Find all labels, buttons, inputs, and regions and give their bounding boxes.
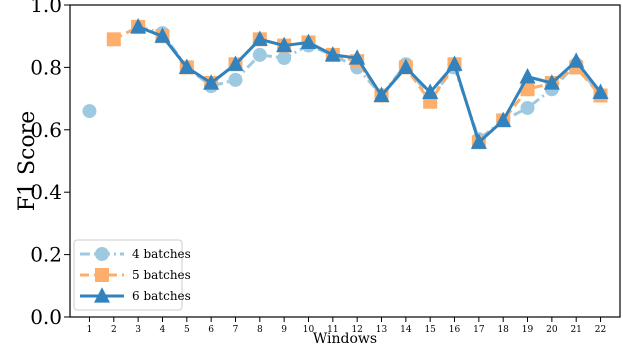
legend: 4 batches 5 batches 6 batches — [73, 239, 191, 311]
x-tick-label: 21 — [570, 325, 581, 335]
data-point — [277, 51, 292, 66]
data-point — [178, 58, 195, 74]
y-tick-label: 0.4 — [30, 180, 62, 204]
data-point — [300, 33, 317, 50]
x-tick-label: 9 — [281, 325, 287, 335]
y-tick-label: 1.0 — [30, 0, 62, 17]
legend-marker — [95, 268, 109, 282]
data-point — [324, 46, 341, 62]
legend-label: 6 batches — [132, 289, 191, 303]
x-axis-label: Windows — [313, 331, 377, 347]
data-point — [470, 133, 487, 149]
data-point — [228, 72, 243, 87]
data-point — [276, 36, 293, 53]
x-tick-label: 10 — [303, 325, 315, 335]
x-tick-label: 18 — [497, 325, 509, 335]
y-axis-label: F1 Score — [15, 111, 40, 211]
x-tick-label: 2 — [111, 325, 117, 335]
y-tick-label: 0.0 — [30, 305, 62, 329]
x-tick-label: 5 — [184, 325, 190, 335]
data-point — [422, 83, 439, 99]
x-tick-label: 15 — [424, 325, 436, 335]
legend-marker — [94, 287, 110, 303]
x-tick-label: 22 — [595, 325, 606, 335]
x-tick-label: 11 — [327, 325, 338, 335]
data-point — [568, 52, 585, 68]
data-point — [373, 86, 390, 103]
x-tick-label: 3 — [135, 325, 141, 335]
data-point — [519, 67, 536, 84]
y-axis: 0.0 0.2 0.4 0.6 0.8 1.0 — [30, 0, 70, 329]
data-point — [227, 55, 244, 71]
data-point — [251, 30, 268, 46]
data-point — [203, 74, 220, 90]
x-tick-label: 19 — [522, 325, 534, 335]
x-tick-label: 13 — [376, 325, 388, 335]
legend-marker — [95, 247, 109, 261]
data-point — [106, 32, 121, 47]
x-tick-label: 8 — [257, 325, 263, 335]
data-point — [543, 74, 560, 90]
data-point — [446, 55, 463, 71]
x-tick-label: 6 — [208, 325, 214, 335]
data-point — [154, 27, 171, 43]
series-layer — [82, 18, 609, 150]
y-tick-label: 0.2 — [30, 243, 62, 267]
x-axis: 1 2 3 4 5 6 7 8 9 10 11 12 13 14 15 16 17 18 19 20 21 22 — [87, 317, 606, 335]
data-point — [592, 83, 609, 99]
x-tick-label: 4 — [160, 325, 166, 335]
data-point — [130, 18, 147, 34]
data-point — [82, 104, 97, 119]
x-tick-label: 20 — [546, 325, 558, 335]
x-tick-label: 14 — [400, 325, 412, 335]
series-2 — [106, 19, 608, 150]
series-3 — [130, 18, 609, 149]
plot-frame — [69, 4, 621, 318]
data-point — [397, 58, 414, 74]
x-tick-label: 7 — [233, 325, 239, 335]
legend-label: 4 batches — [132, 247, 191, 261]
legend-label: 5 batches — [132, 268, 191, 282]
x-tick-label: 12 — [351, 325, 362, 335]
data-point — [349, 49, 366, 65]
data-point — [495, 111, 512, 128]
x-tick-label: 16 — [449, 325, 461, 335]
y-tick-label: 0.6 — [30, 118, 62, 142]
x-tick-label: 1 — [87, 325, 93, 335]
data-point — [252, 47, 267, 62]
x-tick-label: 17 — [473, 325, 485, 335]
y-tick-label: 0.8 — [30, 55, 62, 79]
series-line — [137, 25, 602, 144]
data-point — [520, 100, 535, 115]
